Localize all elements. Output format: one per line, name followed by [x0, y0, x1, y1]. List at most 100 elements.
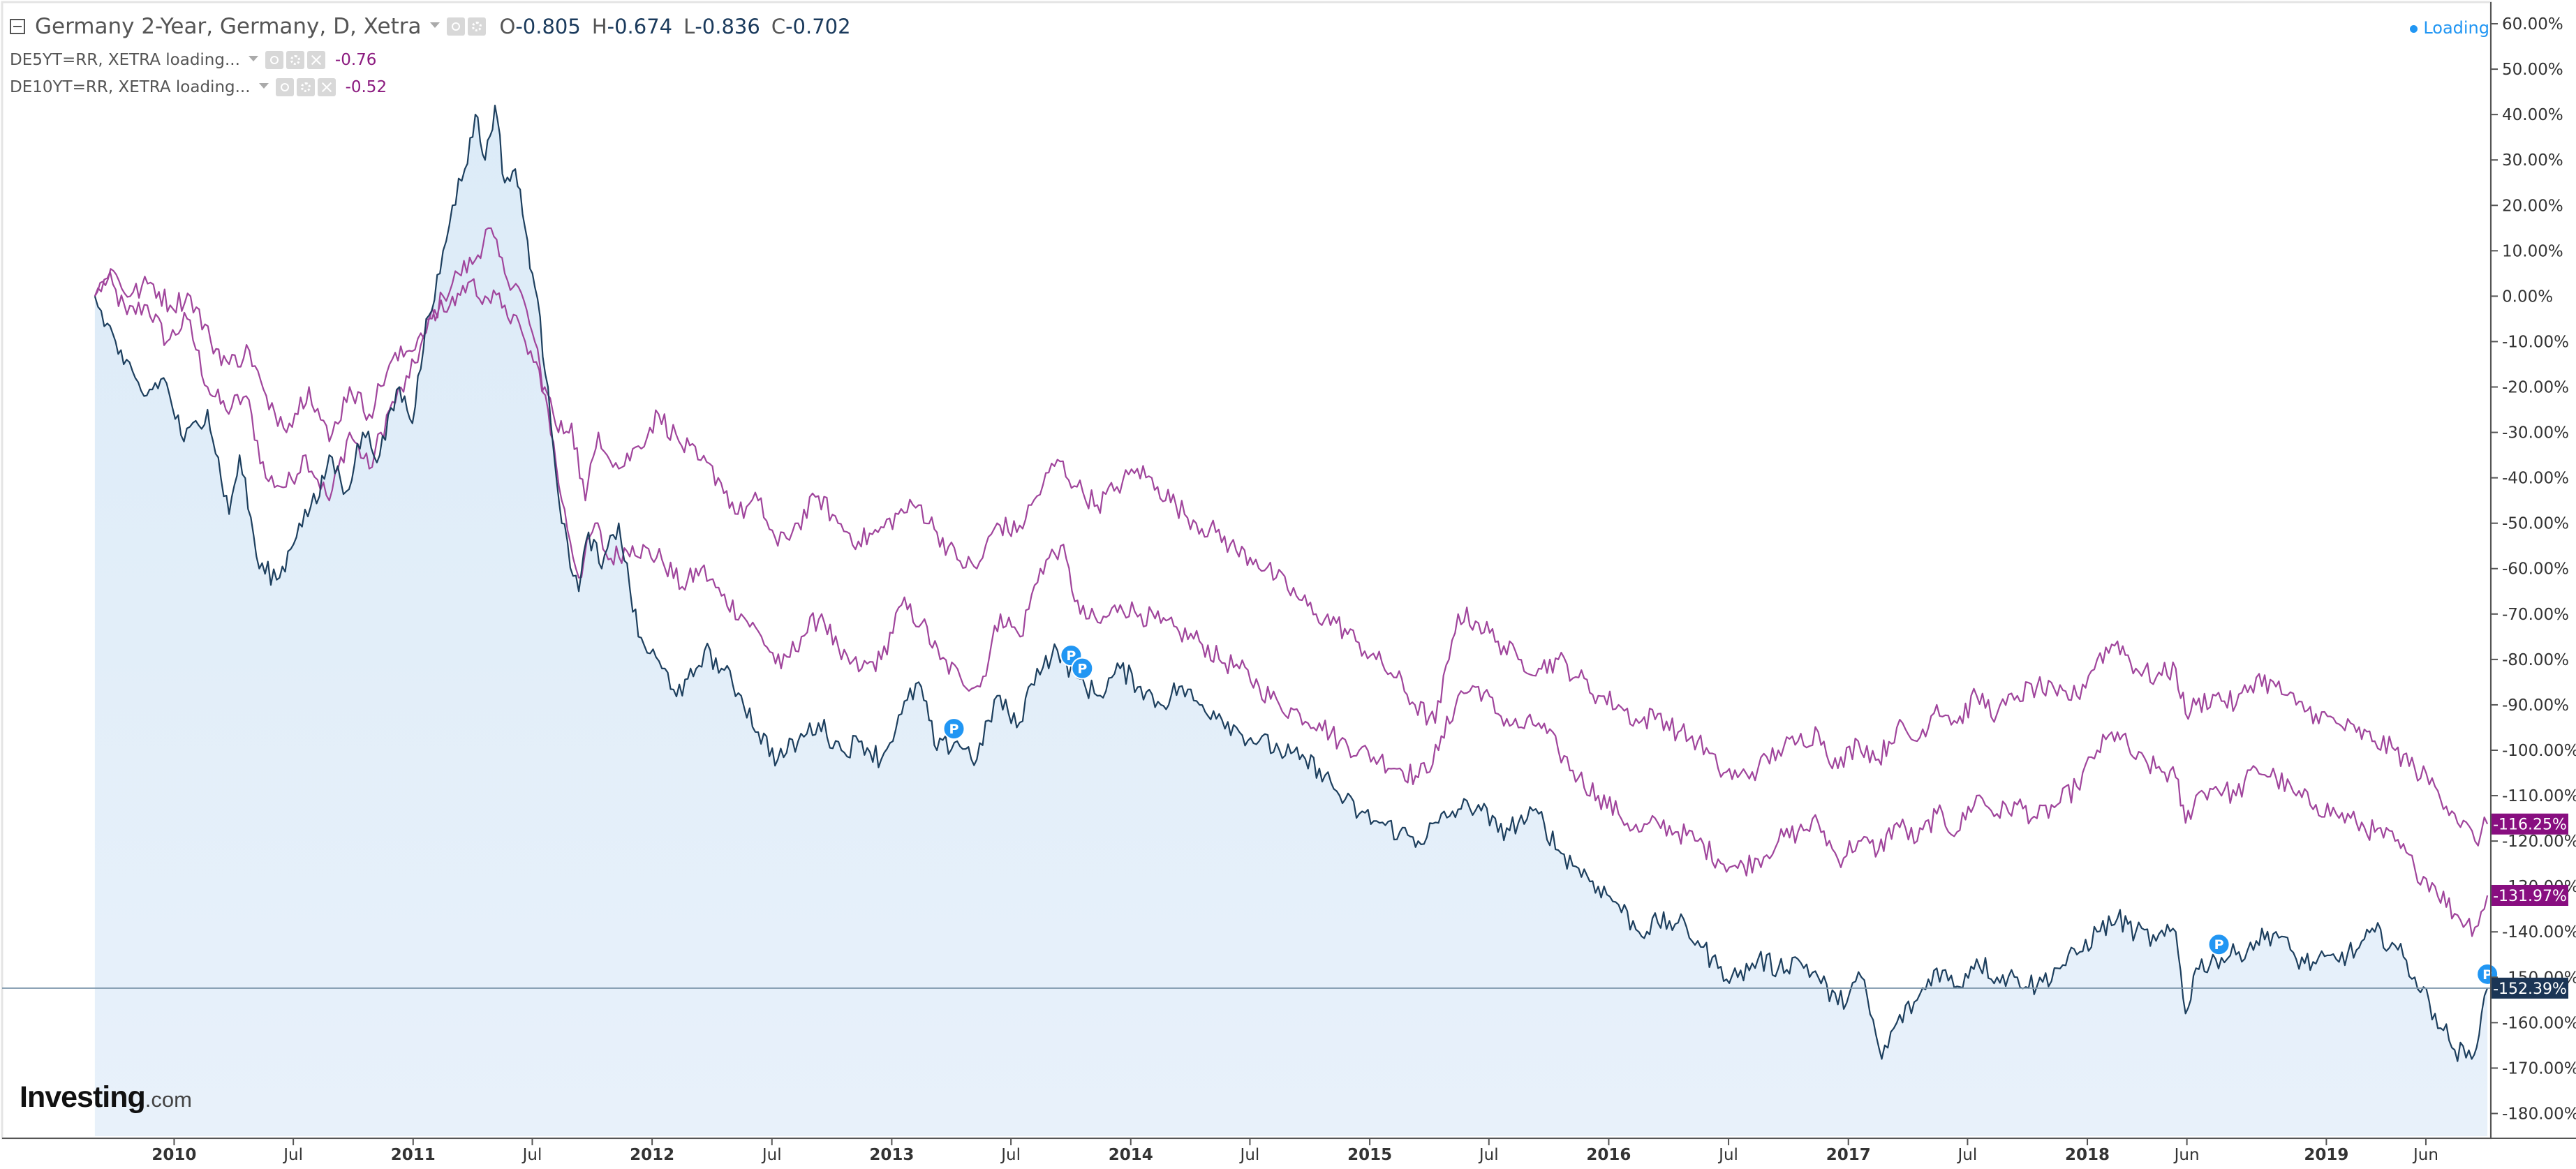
low-key: L — [683, 15, 695, 38]
y-tick-label: -70.00% — [2502, 606, 2569, 624]
x-tick-label: 2018 — [2065, 1146, 2110, 1164]
loading-label: Loading — [2423, 18, 2489, 38]
main-series-legend[interactable]: Germany 2-Year, Germany, D, Xetra O -0.8… — [35, 14, 851, 39]
y-tick-label: -80.00% — [2502, 651, 2569, 669]
y-tick-label: -90.00% — [2502, 697, 2569, 715]
high-key: H — [591, 15, 607, 38]
eye-icon[interactable] — [265, 51, 283, 69]
x-tick-label: 2013 — [869, 1146, 914, 1164]
x-tick-label: 2012 — [630, 1146, 674, 1164]
x-tick-label: 2014 — [1109, 1146, 1153, 1164]
x-tick-label: Jun — [2173, 1146, 2200, 1164]
eye-icon[interactable] — [275, 78, 294, 96]
chevron-down-icon[interactable] — [429, 22, 440, 28]
open-key: O — [499, 15, 516, 38]
y-tick-label: -30.00% — [2502, 424, 2569, 442]
y-tick-label: -120.00% — [2502, 833, 2576, 851]
y-tick-label: 0.00% — [2502, 288, 2553, 306]
x-tick-label: 2019 — [2304, 1146, 2348, 1164]
loading-dot-icon — [2410, 24, 2418, 33]
x-tick-label: 2016 — [1586, 1146, 1631, 1164]
event-marker-circle — [2207, 933, 2230, 956]
settings-icon[interactable] — [467, 17, 486, 36]
low-value: -0.836 — [695, 15, 760, 38]
main-series-line — [94, 105, 2489, 1062]
x-tick-label: Jun — [2412, 1146, 2438, 1164]
x-tick-label: Jul — [1000, 1146, 1021, 1164]
main-series-fill — [94, 105, 2488, 1137]
last-value-tag-bg — [2492, 813, 2568, 835]
event-marker-circle — [942, 717, 965, 740]
main-series-area — [94, 105, 2488, 1137]
event-marker: P — [1071, 657, 1094, 680]
series-title: Germany 2-Year, Germany, D, Xetra — [35, 14, 422, 39]
y-tick-label: -180.00% — [2502, 1105, 2576, 1123]
y-tick-label: -170.00% — [2502, 1059, 2576, 1078]
last-value-labels: -116.25% -131.97% -152.39% — [2492, 813, 2568, 999]
x-tick-label: 2017 — [1826, 1146, 1871, 1164]
comparison-label: DE10YT=RR, XETRA loading... — [10, 78, 251, 96]
event-marker: P — [2207, 933, 2230, 956]
y-tick-label: 20.00% — [2502, 197, 2563, 215]
logo-main-text: Investing — [20, 1080, 146, 1114]
last-value-tag-text: -116.25% — [2493, 817, 2567, 834]
y-tick-label: 60.00% — [2502, 15, 2563, 33]
chevron-down-icon[interactable] — [248, 56, 258, 61]
x-tick-label: Jul — [1957, 1146, 1978, 1164]
investing-logo: Investing.com — [20, 1080, 192, 1115]
x-tick-label: 2015 — [1347, 1146, 1392, 1164]
y-tick-label: 40.00% — [2502, 106, 2563, 124]
open-value: -0.805 — [515, 15, 581, 38]
x-tick-label: Jul — [1239, 1146, 1260, 1164]
comparison-series-line-1 — [94, 227, 2489, 937]
close-icon[interactable] — [306, 51, 325, 69]
settings-icon[interactable] — [296, 78, 315, 96]
y-tick-label: 30.00% — [2502, 151, 2563, 170]
comparison-legend-de5yt[interactable]: DE5YT=RR, XETRA loading... -0.76 — [10, 51, 376, 69]
chevron-down-icon[interactable] — [258, 83, 269, 89]
x-axis[interactable]: 2010 Jul 2011 Jul 2012 Jul 2013 Jul 2014 Jul 2015 J… — [2, 1138, 2576, 1164]
comparison-legend-de10yt[interactable]: DE10YT=RR, XETRA loading... -0.52 — [10, 78, 387, 96]
comparison-series-line-2 — [94, 268, 2489, 847]
last-value-tag-text: -131.97% — [2493, 888, 2567, 905]
y-tick-label: -160.00% — [2502, 1014, 2576, 1032]
y-tick-label: -60.00% — [2502, 560, 2569, 579]
comparison-value: -0.76 — [334, 51, 377, 69]
x-tick-label: Jul — [282, 1146, 303, 1164]
y-tick-label: -20.00% — [2502, 379, 2569, 397]
x-tick-label: Jul — [1478, 1146, 1499, 1164]
last-value-tag-text: -152.39% — [2493, 981, 2567, 998]
loading-indicator: Loading — [2410, 18, 2489, 38]
x-tick-label: 2010 — [151, 1146, 196, 1164]
y-tick-label: -50.00% — [2502, 515, 2569, 533]
logo-tld-text: .com — [145, 1087, 192, 1112]
y-tick-label: -40.00% — [2502, 470, 2569, 488]
comparison-label: DE5YT=RR, XETRA loading... — [10, 51, 240, 69]
event-marker-label: P — [2482, 967, 2492, 983]
y-tick-label: 10.00% — [2502, 242, 2563, 260]
comparison-series-lines — [94, 227, 2489, 937]
x-tick-label: Jul — [521, 1146, 542, 1164]
close-icon[interactable] — [317, 78, 336, 96]
event-marker-label: P — [1066, 648, 1076, 664]
event-marker-label: P — [2214, 937, 2224, 953]
y-tick-label: -10.00% — [2502, 333, 2569, 351]
eye-icon[interactable] — [446, 17, 465, 36]
last-value-tag: -131.97% — [2492, 884, 2568, 906]
high-value: -0.674 — [607, 15, 673, 38]
x-tick-label: Jul — [761, 1146, 782, 1164]
close-value: -0.702 — [785, 15, 851, 38]
close-key: C — [771, 15, 786, 38]
event-marker-label: P — [1077, 662, 1087, 677]
last-value-tag-bg — [2492, 977, 2568, 999]
event-marker: P — [942, 717, 965, 740]
x-tick-label: Jul — [1717, 1146, 1738, 1164]
last-value-tag-bg — [2492, 884, 2568, 906]
settings-icon[interactable] — [286, 51, 304, 69]
collapse-legend-button[interactable] — [10, 19, 25, 34]
last-value-tag: -152.39% — [2492, 977, 2568, 999]
event-marker-circle — [1071, 657, 1094, 680]
comparison-value: -0.52 — [345, 78, 387, 96]
y-tick-label: -100.00% — [2502, 742, 2576, 760]
